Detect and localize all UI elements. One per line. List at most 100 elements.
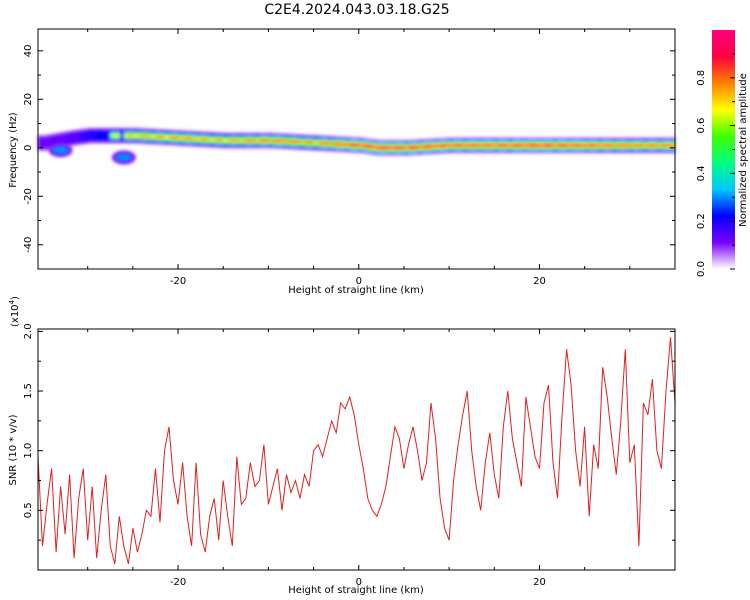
snr-ytick-label: 2.0 [23,323,34,339]
heatmap-cell [534,144,541,147]
heatmap-layer [38,127,676,165]
heatmap-cell [553,144,559,147]
heatmap-cell [340,143,346,146]
snr-ytick-label: 0.5 [23,502,34,518]
heatmap-cell [146,135,152,138]
heatmap-cell [453,144,459,147]
heatmap-cell [462,144,468,147]
heatmap-cell [78,131,84,143]
snr-xtick-label: 0 [356,577,362,588]
heatmap-cell [322,142,328,145]
heatmap-cell [525,144,532,147]
heatmap-cell [200,137,206,141]
heatmap-cell [65,133,71,145]
heatmap-cell [327,142,333,145]
snr-multiplier-base: (x10 [10,304,21,327]
heatmap-cell [191,137,197,141]
heatmap-cell [372,145,378,149]
heatmap-cell [516,144,522,147]
snr-xlabel: Height of straight line (km) [288,585,424,596]
heatmap-cell [503,144,509,147]
heatmap-cell [105,129,111,142]
heatmap-cell [571,144,577,147]
heatmap-cell [263,139,270,142]
heatmap-cell [300,140,306,144]
heatmap-cell [647,144,654,147]
heatmap-cell [250,139,256,142]
heatmap-cell [42,137,48,149]
heatmap-cell [449,144,455,147]
heatmap-cell [399,146,405,150]
heatmap-cell [539,144,545,147]
heatmap-cell [132,134,138,137]
colorbar-tick-label: 0.2 [696,213,707,229]
heatmap-cell [141,134,148,138]
heatmap-cell [169,136,175,139]
spectrogram-ytick-label: 0 [23,145,34,151]
heatmap-cell [277,139,283,143]
heatmap-cell [110,134,116,137]
heatmap-cell [494,144,500,147]
heatmap-cell [164,136,170,139]
snr-panel: -20 0 20 0.5 1.0 1.5 2.0 Height of straight li… [8,296,676,596]
colorbar-axes: 0.0 0.2 0.4 0.6 0.8 [696,53,735,277]
heatmap-cell [345,143,351,146]
heatmap-cell [349,143,355,147]
heatmap-cell [245,139,251,142]
heatmap-cell [74,131,80,144]
colorbar-tick-label: 0.8 [696,70,707,86]
heatmap-cell [268,139,274,142]
heatmap-cell [625,144,631,147]
heatmap-cell [254,139,260,142]
heatmap-cell [638,144,644,147]
snr-multiplier: (x104) [8,296,21,327]
heatmap-cell [489,144,495,147]
heatmap-cell [209,138,215,142]
heatmap-cell [155,135,161,139]
heatmap-cell [652,144,658,147]
heatmap-cell [408,146,414,149]
heatmap-cell [661,144,667,147]
heatmap-cell [476,144,482,147]
snr-ytick-label: 1.5 [23,383,34,399]
colorbar-tick-label: 0.0 [696,261,707,277]
figure-title: C2E4.2024.043.03.18.G25 [264,2,449,18]
heatmap-cell [589,144,595,147]
snr-axes: -20 0 20 0.5 1.0 1.5 2.0 [23,323,675,588]
heatmap-cell [87,129,93,142]
heatmap-cell [670,144,676,147]
heatmap-cell [227,139,233,142]
spectrogram-axes: -20 0 20 -40 -20 0 20 40 [23,29,675,287]
heatmap-cell [290,140,297,144]
heatmap-cell [60,133,66,146]
heatmap-cell [376,146,382,150]
heatmap-cell [390,146,396,150]
heatmap-cell [435,144,441,148]
heatmap-cell [471,144,477,147]
heatmap-cell [259,139,265,142]
heatmap-cell [101,129,107,142]
spectrogram-xtick-label: -20 [170,276,186,287]
heatmap-cell [602,144,608,147]
snr-ytick-label: 1.0 [23,443,34,459]
heatmap-cell [92,129,98,142]
snr-multiplier-exp: 4 [8,299,16,304]
colorbar: 0.0 0.2 0.4 0.6 0.8 Normalized spectral ampl… [696,30,749,277]
colorbar-tick-label: 0.4 [696,165,707,181]
heatmap-cell [620,144,626,147]
heatmap-cell [272,139,279,143]
heatmap-cell [643,144,649,147]
heatmap-cell [187,137,193,140]
heatmap-cell [182,137,188,140]
heatmap-cell [557,144,563,147]
heatmap-cell [412,145,419,149]
heatmap-cell [480,144,486,147]
heatmap-cell [318,141,324,145]
heatmap-cell [196,137,202,141]
heatmap-cell [313,141,319,145]
heatmap-cell [458,144,464,147]
heatmap-cell [218,138,224,142]
heatmap-cell [38,137,44,149]
heatmap-cell [223,139,229,142]
heatmap-cell [575,144,581,147]
